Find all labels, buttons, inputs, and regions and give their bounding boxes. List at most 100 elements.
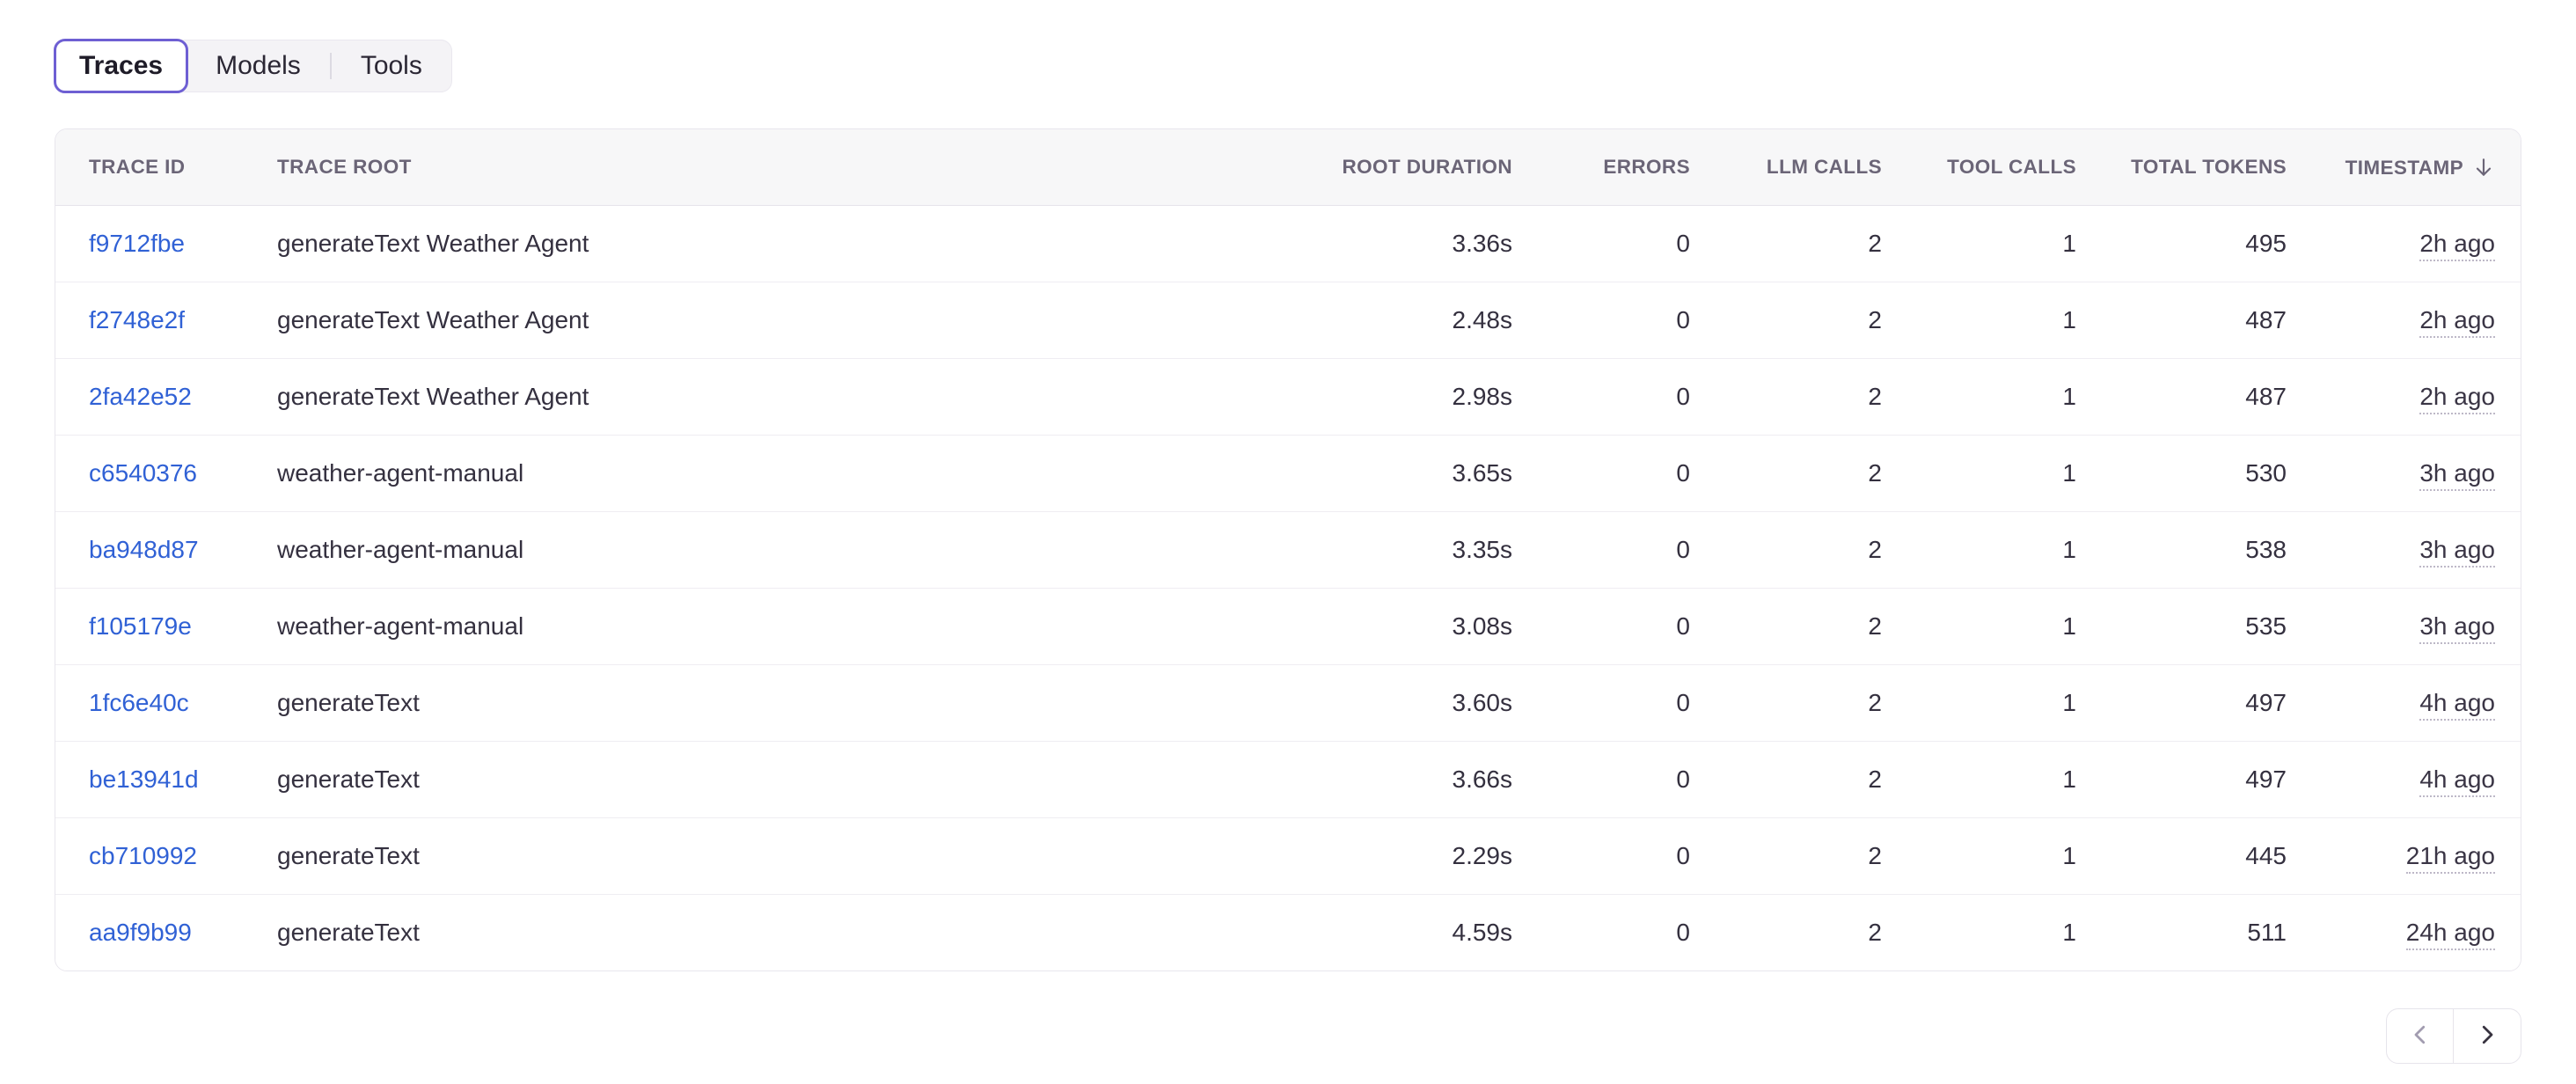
root-duration-cell: 4.59s [1231, 894, 1512, 970]
sort-desc-arrow-icon [2472, 156, 2495, 179]
total-tokens-cell: 530 [2076, 435, 2287, 512]
trace-root-cell: generateText [277, 741, 1231, 818]
root-duration-cell: 3.35s [1231, 511, 1512, 589]
tab-tools[interactable]: Tools [332, 40, 451, 92]
trace-root-cell: weather-agent-manual [277, 511, 1231, 589]
previous-page-button[interactable] [2385, 1008, 2455, 1064]
tab-models[interactable]: Models [187, 40, 330, 92]
table-row[interactable]: f105179e weather-agent-manual 3.08s 0 2 … [55, 588, 2521, 665]
trace-root-cell: weather-agent-manual [277, 435, 1231, 512]
llm-calls-cell: 2 [1690, 664, 1882, 742]
col-header-timestamp[interactable]: TIMESTAMP [2287, 129, 2521, 206]
timestamp-cell[interactable]: 2h ago [2419, 383, 2495, 414]
col-header-tool-calls[interactable]: TOOL CALLS [1882, 129, 2076, 206]
tool-calls-cell: 1 [1882, 205, 2076, 282]
timestamp-cell[interactable]: 2h ago [2419, 306, 2495, 338]
errors-cell: 0 [1512, 205, 1690, 282]
tool-calls-cell: 1 [1882, 664, 2076, 742]
trace-root-cell: weather-agent-manual [277, 588, 1231, 665]
trace-id-link[interactable]: ba948d87 [89, 536, 199, 563]
total-tokens-cell: 497 [2076, 741, 2287, 818]
table-row[interactable]: be13941d generateText 3.66s 0 2 1 497 4h… [55, 741, 2521, 818]
table-row[interactable]: f9712fbe generateText Weather Agent 3.36… [55, 205, 2521, 282]
llm-calls-cell: 2 [1690, 282, 1882, 359]
timestamp-cell[interactable]: 3h ago [2419, 612, 2495, 644]
timestamp-cell[interactable]: 4h ago [2419, 689, 2495, 721]
trace-root-cell: generateText Weather Agent [277, 358, 1231, 436]
col-header-total-tokens[interactable]: TOTAL TOKENS [2076, 129, 2287, 206]
timestamp-cell[interactable]: 4h ago [2419, 765, 2495, 797]
table-header-row: TRACE ID TRACE ROOT ROOT DURATION ERRORS… [55, 129, 2521, 206]
table-row[interactable]: c6540376 weather-agent-manual 3.65s 0 2 … [55, 435, 2521, 512]
root-duration-cell: 3.60s [1231, 664, 1512, 742]
llm-calls-cell: 2 [1690, 588, 1882, 665]
tool-calls-cell: 1 [1882, 894, 2076, 970]
timestamp-cell[interactable]: 3h ago [2419, 536, 2495, 568]
table-body: f9712fbe generateText Weather Agent 3.36… [55, 205, 2521, 970]
table-row[interactable]: ba948d87 weather-agent-manual 3.35s 0 2 … [55, 511, 2521, 589]
trace-id-link[interactable]: 2fa42e52 [89, 383, 192, 410]
total-tokens-cell: 495 [2076, 205, 2287, 282]
trace-id-link[interactable]: c6540376 [89, 459, 198, 487]
total-tokens-cell: 487 [2076, 282, 2287, 359]
table-row[interactable]: cb710992 generateText 2.29s 0 2 1 445 21… [55, 817, 2521, 895]
total-tokens-cell: 487 [2076, 358, 2287, 436]
trace-root-cell: generateText Weather Agent [277, 205, 1231, 282]
trace-id-link[interactable]: 1fc6e40c [89, 689, 189, 716]
timestamp-cell[interactable]: 24h ago [2405, 919, 2495, 950]
llm-calls-cell: 2 [1690, 894, 1882, 970]
tool-calls-cell: 1 [1882, 588, 2076, 665]
trace-id-link[interactable]: be13941d [89, 765, 199, 793]
tool-calls-cell: 1 [1882, 358, 2076, 436]
errors-cell: 0 [1512, 588, 1690, 665]
chevron-right-icon [2474, 1022, 2500, 1051]
total-tokens-cell: 535 [2076, 588, 2287, 665]
timestamp-cell[interactable]: 21h ago [2405, 842, 2495, 874]
tab-traces[interactable]: Traces [54, 39, 189, 93]
errors-cell: 0 [1512, 282, 1690, 359]
llm-calls-cell: 2 [1690, 741, 1882, 818]
table-row[interactable]: aa9f9b99 generateText 4.59s 0 2 1 511 24… [55, 894, 2521, 970]
errors-cell: 0 [1512, 358, 1690, 436]
trace-root-cell: generateText [277, 817, 1231, 895]
trace-id-link[interactable]: f9712fbe [89, 230, 185, 257]
timestamp-header-label: TIMESTAMP [2345, 156, 2463, 179]
root-duration-cell: 2.98s [1231, 358, 1512, 436]
total-tokens-cell: 511 [2076, 894, 2287, 970]
trace-root-cell: generateText [277, 664, 1231, 742]
next-page-button[interactable] [2453, 1008, 2521, 1064]
table-row[interactable]: 1fc6e40c generateText 3.60s 0 2 1 497 4h… [55, 664, 2521, 742]
col-header-root-duration[interactable]: ROOT DURATION [1231, 129, 1512, 206]
col-header-llm-calls[interactable]: LLM CALLS [1690, 129, 1882, 206]
errors-cell: 0 [1512, 894, 1690, 970]
root-duration-cell: 2.48s [1231, 282, 1512, 359]
chevron-left-icon [2407, 1022, 2433, 1051]
timestamp-cell[interactable]: 3h ago [2419, 459, 2495, 491]
table-row[interactable]: f2748e2f generateText Weather Agent 2.48… [55, 282, 2521, 359]
trace-root-cell: generateText [277, 894, 1231, 970]
errors-cell: 0 [1512, 664, 1690, 742]
tab-divider [329, 53, 332, 79]
tool-calls-cell: 1 [1882, 511, 2076, 589]
root-duration-cell: 2.29s [1231, 817, 1512, 895]
tool-calls-cell: 1 [1882, 282, 2076, 359]
traces-table-card: TRACE ID TRACE ROOT ROOT DURATION ERRORS… [55, 128, 2521, 971]
trace-id-link[interactable]: f2748e2f [89, 306, 185, 333]
timestamp-cell[interactable]: 2h ago [2419, 230, 2495, 261]
total-tokens-cell: 538 [2076, 511, 2287, 589]
traces-table: TRACE ID TRACE ROOT ROOT DURATION ERRORS… [55, 129, 2521, 970]
trace-id-link[interactable]: f105179e [89, 612, 192, 640]
col-header-trace-id[interactable]: TRACE ID [55, 129, 277, 206]
root-duration-cell: 3.65s [1231, 435, 1512, 512]
trace-id-link[interactable]: aa9f9b99 [89, 919, 192, 946]
col-header-trace-root[interactable]: TRACE ROOT [277, 129, 1231, 206]
col-header-errors[interactable]: ERRORS [1512, 129, 1690, 206]
view-tab-list: Traces Models Tools [54, 39, 452, 93]
root-duration-cell: 3.36s [1231, 205, 1512, 282]
errors-cell: 0 [1512, 511, 1690, 589]
trace-id-link[interactable]: cb710992 [89, 842, 198, 869]
pagination [55, 1008, 2521, 1064]
llm-calls-cell: 2 [1690, 205, 1882, 282]
table-row[interactable]: 2fa42e52 generateText Weather Agent 2.98… [55, 358, 2521, 436]
